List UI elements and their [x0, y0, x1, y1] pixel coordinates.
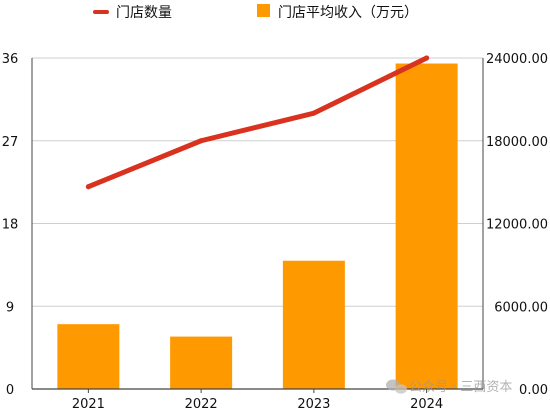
- line-series: [85, 55, 430, 190]
- line-point: [198, 138, 204, 144]
- x-tick-label: 2024: [410, 397, 443, 411]
- right-tick-label: 12000.00: [486, 218, 548, 233]
- legend: 门店数量 门店平均收入（万元）: [93, 4, 418, 21]
- bar: [282, 260, 345, 389]
- bar-series: [57, 63, 458, 390]
- x-tick-label: 2021: [72, 397, 105, 411]
- series-line: [85, 55, 430, 190]
- x-tick-label: 2022: [185, 397, 218, 411]
- line-point: [424, 55, 430, 61]
- watermark-label: 公众号 · 三西资本: [409, 380, 512, 395]
- right-tick-label: 6000.00: [494, 300, 548, 315]
- right-tick-label: 0.00: [519, 383, 548, 398]
- left-tick-label: 27: [2, 135, 19, 150]
- line-point: [85, 184, 91, 190]
- right-tick-label: 18000.00: [486, 135, 548, 150]
- bar: [170, 336, 233, 389]
- x-tick-label: 2023: [297, 397, 330, 411]
- left-tick-label: 18: [2, 218, 19, 233]
- bar: [57, 324, 120, 389]
- legend-label-bar: 门店平均收入（万元）: [278, 5, 418, 21]
- wechat-icon: [386, 379, 407, 394]
- right-tick-label: 24000.00: [486, 52, 548, 67]
- bar: [395, 63, 458, 390]
- left-tick-label: 9: [6, 300, 14, 315]
- left-tick-label: 0: [6, 383, 14, 398]
- left-tick-label: 36: [2, 52, 19, 67]
- line-point: [311, 110, 317, 116]
- axes: 0 0.00 9 6000.00 18 12000.00 27 18000.00 36 24000…: [2, 52, 548, 411]
- watermark: 公众号 · 三西资本: [386, 379, 512, 395]
- legend-label-line: 门店数量: [116, 5, 172, 21]
- legend-swatch-bar: [257, 4, 270, 17]
